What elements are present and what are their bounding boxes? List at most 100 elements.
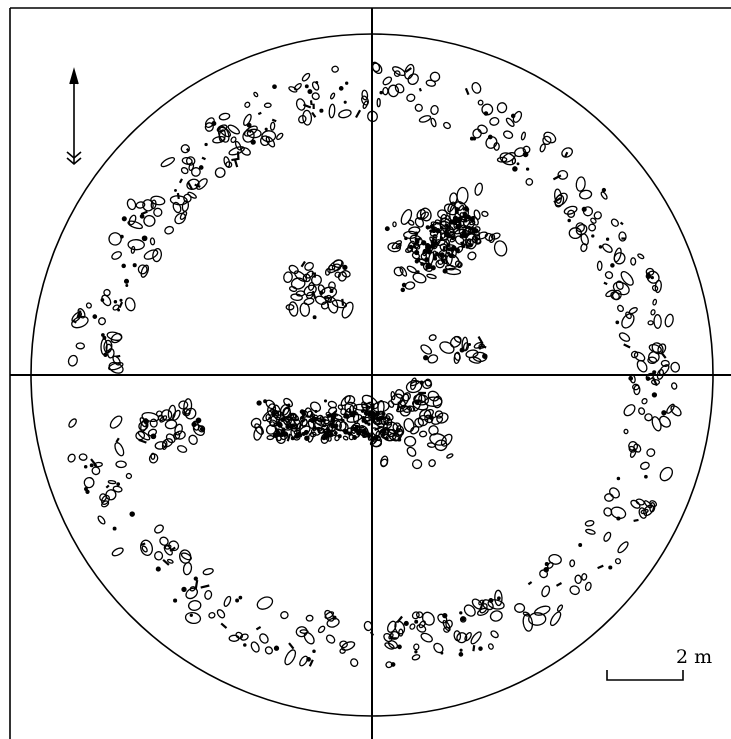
- stone-outline: [459, 616, 467, 623]
- stone-outline: [259, 633, 269, 644]
- stone-outline: [67, 453, 76, 463]
- stone-outline: [585, 528, 596, 535]
- stone-dot: [440, 651, 444, 655]
- stone-dot: [256, 400, 262, 406]
- stone-outline: [293, 82, 302, 91]
- stone-dot: [608, 565, 613, 570]
- stone-slab: [418, 87, 422, 92]
- stone-outline: [542, 135, 552, 146]
- stone-outline: [160, 156, 176, 168]
- stone-outline: [114, 442, 125, 457]
- stone-outline: [403, 435, 417, 447]
- stone-outline: [149, 418, 158, 428]
- stone-outline: [628, 445, 636, 453]
- stone-outline: [520, 131, 526, 141]
- stone-outline: [183, 398, 193, 415]
- stone-outline: [97, 515, 106, 525]
- stone-outline: [392, 422, 402, 432]
- stone-dot: [246, 122, 252, 128]
- stone-outline: [424, 396, 443, 407]
- stone-dot: [92, 314, 98, 319]
- stone-outline: [528, 612, 547, 626]
- stone-outline: [284, 649, 297, 666]
- stone-outline: [250, 417, 262, 429]
- stone-outline: [657, 343, 667, 355]
- stone-outline: [176, 445, 188, 453]
- stone-outline: [301, 72, 311, 82]
- stone-dot: [423, 355, 429, 361]
- stone-outline: [575, 176, 586, 192]
- stone-outline: [188, 434, 198, 445]
- stone-dot: [461, 244, 466, 248]
- stone-outline: [161, 409, 173, 421]
- stone-dot: [89, 463, 94, 468]
- stone-outline: [181, 200, 190, 212]
- stone-outline: [404, 281, 416, 290]
- stone-outline: [342, 435, 349, 441]
- stone-dot: [332, 615, 337, 620]
- stone-slab: [185, 148, 190, 152]
- stone-outline: [184, 611, 202, 625]
- stone-outline: [618, 332, 631, 342]
- stone-outline: [394, 83, 405, 94]
- stone-outline: [456, 632, 468, 644]
- stone-outline: [514, 603, 526, 613]
- stone-dot: [451, 253, 455, 258]
- stone-outline: [243, 113, 252, 126]
- stone-outline: [466, 238, 472, 245]
- stone-outline: [280, 431, 289, 441]
- stone-outline: [651, 284, 659, 292]
- stone-outline: [414, 103, 423, 112]
- stone-outline: [465, 349, 479, 359]
- stone-dot: [567, 218, 571, 223]
- stone-outline: [108, 361, 124, 374]
- stone-outline: [367, 110, 378, 123]
- stone-dot: [360, 409, 365, 413]
- stone-outline: [444, 267, 462, 276]
- stone-outline: [610, 218, 619, 227]
- stone-outline: [409, 425, 420, 435]
- stone-outline: [380, 416, 389, 425]
- stone-outline: [150, 452, 156, 460]
- stone-outline: [653, 314, 662, 329]
- stone-outline: [173, 431, 181, 440]
- stone-dot: [272, 84, 277, 90]
- stone-outline: [670, 382, 678, 390]
- stone-dot: [314, 409, 318, 413]
- stone-outline: [290, 413, 297, 419]
- stone-slab: [405, 67, 412, 73]
- stone-outline: [115, 460, 127, 469]
- stone-outline: [303, 297, 315, 306]
- stone-dot: [299, 409, 305, 415]
- stone-dot: [312, 649, 316, 653]
- stone-outline: [650, 309, 656, 316]
- stone-outline: [126, 198, 137, 211]
- stone-outline: [522, 611, 531, 617]
- stone-outline: [161, 438, 174, 448]
- stone-outline: [109, 415, 123, 429]
- stone-outline: [633, 351, 646, 362]
- stone-dot: [361, 415, 366, 421]
- stone-outline: [427, 354, 439, 364]
- stone-outline: [309, 401, 322, 413]
- stone-outline: [164, 419, 178, 430]
- stone-slab: [288, 642, 295, 650]
- stone-dot: [181, 586, 187, 593]
- stone-outline: [295, 98, 306, 111]
- stone-outline: [246, 128, 262, 139]
- stone-outline: [235, 631, 243, 640]
- stone-outline: [190, 167, 201, 177]
- stone-outline: [664, 313, 674, 328]
- stone-slab: [162, 558, 170, 566]
- stone-dot: [198, 165, 204, 170]
- stone-outline: [376, 422, 385, 428]
- stone-outline: [646, 448, 656, 457]
- stone-outline: [493, 240, 508, 257]
- stone-outline: [440, 433, 453, 447]
- scale-bar: [606, 670, 684, 681]
- stone-outline: [660, 359, 670, 367]
- stone-outline: [135, 430, 146, 441]
- stone-outline: [439, 341, 455, 354]
- stone-slab: [553, 197, 562, 204]
- stone-outline: [409, 623, 416, 630]
